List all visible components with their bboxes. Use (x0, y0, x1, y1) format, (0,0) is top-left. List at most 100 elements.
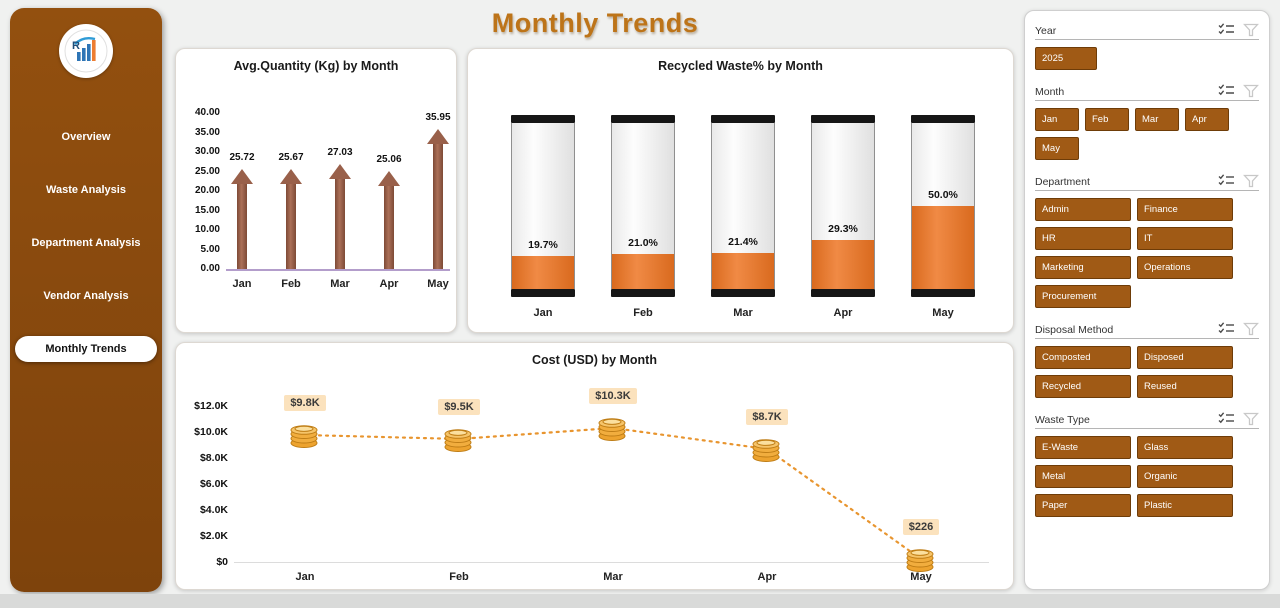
filter-option-2025[interactable]: 2025 (1035, 47, 1097, 70)
sidebar-nav: Overview Waste Analysis Department Analysi… (15, 124, 157, 362)
filter-option-operations[interactable]: Operations (1137, 256, 1233, 279)
arrow-bar-icon (427, 129, 449, 269)
gauge-fill (812, 240, 874, 289)
battery-cap-icon (911, 289, 975, 297)
filter-panel: Year 2025 Month Jan Feb Mar Apr May Department Ad… (1024, 10, 1270, 590)
filter-icon[interactable] (1243, 84, 1259, 98)
sidebar-item-monthly-trends[interactable]: Monthly Trends (15, 336, 157, 362)
x-axis-label: Apr (833, 307, 853, 319)
filter-option-finance[interactable]: Finance (1137, 198, 1233, 221)
data-label: 25.06 (376, 154, 402, 165)
x-axis-label: Feb (449, 571, 469, 583)
filter-icon[interactable] (1243, 174, 1259, 188)
filter-header: Disposal Method (1035, 322, 1259, 339)
battery-cap-icon (611, 115, 675, 123)
sidebar: R Overview Waste Analysis Department Analy… (10, 8, 162, 592)
data-label: 25.72 (229, 152, 255, 163)
slicer-icons (1218, 412, 1259, 426)
coin-stack-icon (288, 422, 322, 449)
sidebar-item-department-analysis[interactable]: Department Analysis (31, 237, 141, 249)
sidebar-item-waste-analysis[interactable]: Waste Analysis (46, 184, 126, 196)
battery-cap-icon (711, 115, 775, 123)
filter-options: Admin Finance HR IT Marketing Operations Procu… (1035, 198, 1259, 308)
y-axis-label: $8.0K (199, 452, 228, 464)
y-axis-label: 5.00 (200, 243, 220, 255)
filter-label: Month (1035, 86, 1065, 98)
battery-cap-icon (611, 289, 675, 297)
filter-option-marketing[interactable]: Marketing (1035, 256, 1131, 279)
arrow-bar-icon (329, 164, 351, 269)
filter-section-waste-type: Waste Type E-Waste Glass Metal Organic Paper P… (1035, 412, 1259, 517)
select-options-icon[interactable] (1218, 412, 1235, 426)
bottom-strip (0, 594, 1280, 608)
data-label: $8.7K (732, 409, 802, 425)
battery-gauge: 21.0% (611, 115, 675, 297)
filter-option-mar[interactable]: Mar (1135, 108, 1179, 131)
filter-option-plastic[interactable]: Plastic (1137, 494, 1233, 517)
data-label: 27.03 (327, 147, 353, 158)
select-options-icon[interactable] (1218, 23, 1235, 37)
filter-option-glass[interactable]: Glass (1137, 436, 1233, 459)
battery-cap-icon (511, 115, 575, 123)
battery-cap-icon (811, 289, 875, 297)
x-axis-label: May (932, 307, 954, 319)
filter-header: Month (1035, 84, 1259, 101)
y-axis-label: $10.0K (194, 426, 228, 438)
select-options-icon[interactable] (1218, 322, 1235, 336)
filter-option-jan[interactable]: Jan (1035, 108, 1079, 131)
filter-option-metal[interactable]: Metal (1035, 465, 1131, 488)
filter-option-procurement[interactable]: Procurement (1035, 285, 1131, 308)
filter-option-paper[interactable]: Paper (1035, 494, 1131, 517)
filter-icon[interactable] (1243, 23, 1259, 37)
coin-stack-icon (596, 415, 630, 442)
y-axis-label: 20.00 (194, 185, 220, 196)
x-axis-label: Mar (330, 278, 350, 290)
filter-option-disposed[interactable]: Disposed (1137, 346, 1233, 369)
filter-icon[interactable] (1243, 322, 1259, 336)
chart-title-cost: Cost (USD) by Month (532, 353, 657, 367)
filter-options: Jan Feb Mar Apr May (1035, 108, 1259, 160)
sidebar-item-overview[interactable]: Overview (61, 131, 111, 143)
filter-label: Disposal Method (1035, 324, 1114, 336)
filter-option-e-waste[interactable]: E-Waste (1035, 436, 1131, 459)
filter-option-apr[interactable]: Apr (1185, 108, 1229, 131)
sidebar-item-vendor-analysis[interactable]: Vendor Analysis (43, 290, 129, 302)
filter-icon[interactable] (1243, 412, 1259, 426)
filter-option-composted[interactable]: Composted (1035, 346, 1131, 369)
slicer-icons (1218, 174, 1259, 188)
cost-line-chart: $12.0K $10.0K $8.0K $6.0K $4.0K $2.0K $0 $9.8K J… (176, 343, 1013, 589)
trend-line (303, 426, 923, 561)
filter-section-year: Year 2025 (1035, 23, 1259, 70)
battery-cap-icon (811, 115, 875, 123)
x-axis-line (234, 562, 989, 563)
select-options-icon[interactable] (1218, 174, 1235, 188)
slicer-icons (1218, 84, 1259, 98)
y-axis-label: $4.0K (199, 504, 228, 516)
battery-gauge-chart: 19.7% Jan 21.0% Feb 21.4% Mar 29.3% Apr 50.0% May (468, 49, 1013, 332)
data-label: 19.7% (528, 239, 558, 251)
battery-cap-icon (711, 289, 775, 297)
gauge-fill (512, 256, 574, 289)
arrow-bar-icon (231, 169, 253, 269)
filter-option-reused[interactable]: Reused (1137, 375, 1233, 398)
filter-option-admin[interactable]: Admin (1035, 198, 1131, 221)
filter-option-hr[interactable]: HR (1035, 227, 1131, 250)
select-options-icon[interactable] (1218, 84, 1235, 98)
battery-cap-icon (911, 115, 975, 123)
filter-option-organic[interactable]: Organic (1137, 465, 1233, 488)
data-label: 25.67 (278, 152, 304, 163)
battery-gauge: 19.7% (511, 115, 575, 297)
data-label-chip: $226 (902, 519, 940, 535)
filter-label: Department (1035, 176, 1090, 188)
filter-option-feb[interactable]: Feb (1085, 108, 1129, 131)
y-axis-label: 15.00 (194, 204, 220, 216)
data-label: 50.0% (928, 189, 958, 201)
data-label-chip: $8.7K (746, 409, 788, 425)
chart-card-avg-quantity: Avg.Quantity (Kg) by Month 40.00 35.00 30.… (175, 48, 457, 333)
y-axis-label: $2.0K (199, 530, 228, 542)
filter-option-recycled[interactable]: Recycled (1035, 375, 1131, 398)
filter-option-it[interactable]: IT (1137, 227, 1233, 250)
filter-section-department: Department Admin Finance HR IT Marketing Opera… (1035, 174, 1259, 308)
filter-option-may[interactable]: May (1035, 137, 1079, 160)
y-axis-label: 0.00 (200, 263, 220, 274)
